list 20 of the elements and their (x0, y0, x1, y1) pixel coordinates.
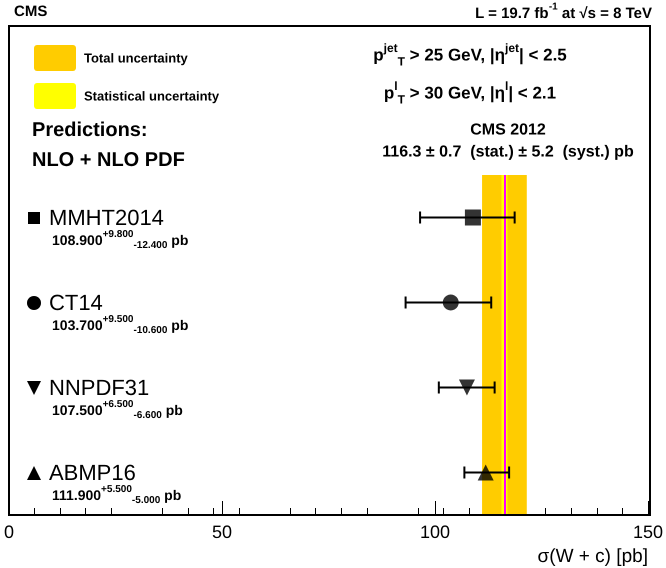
y-tick-label: CT14 (49, 290, 103, 315)
text: CMS (14, 3, 48, 20)
x-tick-label: 50 (212, 522, 232, 542)
text: Predictions: (32, 119, 148, 141)
point (458, 380, 475, 396)
text: CMS 2012 (470, 122, 546, 138)
y-tick-label: ABMP16 (49, 460, 136, 485)
x-tick-label: 0 (4, 522, 14, 542)
y-tick-label: MMHT2014 (49, 205, 164, 230)
point (464, 210, 481, 226)
y-tick-label: NNPDF31 (49, 375, 150, 400)
legend-label: Statistical uncertainty (84, 88, 220, 104)
point (442, 294, 459, 310)
text: 116.3 ± 0.7 (stat.) ± 5.2 (syst.) pb (382, 144, 634, 160)
x-tick-label: 150 (632, 522, 664, 542)
legend-label: Total uncertainty (84, 50, 189, 66)
x-tick-label: 100 (420, 522, 450, 542)
x-axis-title: σ(W + c) [pb] (538, 546, 648, 567)
text: NLO + NLO PDF (32, 149, 185, 171)
point (478, 464, 494, 480)
